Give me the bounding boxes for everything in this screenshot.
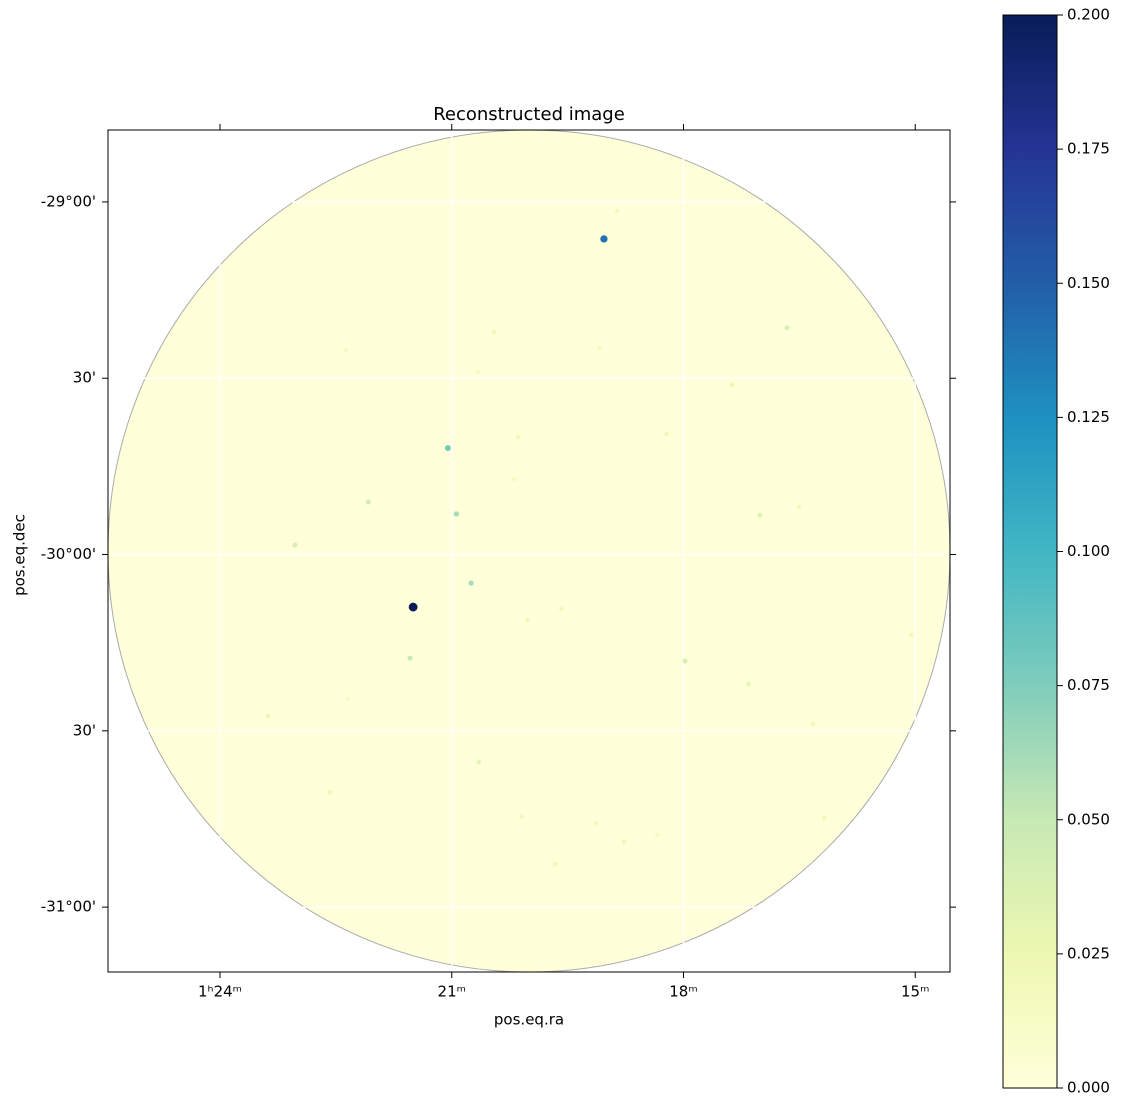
source (909, 633, 913, 637)
x-tick-label: 18ᵐ (669, 983, 697, 1001)
source (797, 505, 801, 509)
colorbar-tick-label: 0.200 (1067, 6, 1110, 24)
y-axis-label: pos.eq.dec (11, 514, 29, 596)
source (785, 325, 790, 330)
source (266, 714, 271, 719)
source (454, 511, 459, 516)
colorbar-tick-label: 0.150 (1067, 274, 1110, 292)
source (516, 435, 520, 439)
source (476, 760, 481, 765)
source (683, 659, 688, 664)
source (468, 580, 473, 585)
source (655, 833, 659, 837)
source (407, 656, 412, 661)
source (327, 790, 331, 794)
source (730, 383, 735, 388)
colorbar-tick-label: 0.075 (1067, 676, 1110, 694)
source (345, 697, 349, 701)
image-disc (108, 130, 950, 972)
y-tick-label: -29°00' (41, 192, 96, 210)
colorbar-tick-label: 0.000 (1067, 1079, 1110, 1097)
y-tick-label: 30' (73, 721, 96, 739)
source (525, 618, 529, 622)
source (492, 330, 496, 334)
source (811, 722, 815, 726)
source (344, 348, 348, 352)
source (553, 862, 557, 866)
y-tick-label: -30°00' (41, 545, 96, 563)
x-tick-label: 21ᵐ (438, 983, 466, 1001)
source (746, 682, 751, 687)
y-tick-label: -31°00' (41, 898, 96, 916)
source (600, 235, 607, 242)
colorbar-tick-label: 0.125 (1067, 408, 1110, 426)
source (758, 513, 763, 518)
colorbar-tick-label: 0.175 (1067, 140, 1110, 158)
x-tick-label: 1ʰ24ᵐ (198, 983, 242, 1001)
colorbar-tick-label: 0.050 (1067, 810, 1110, 828)
source (594, 821, 598, 825)
colorbar (1003, 15, 1057, 1088)
source (559, 607, 563, 611)
y-tick-label: 30' (73, 369, 96, 387)
source (519, 814, 523, 818)
colorbar-tick-label: 0.100 (1067, 542, 1110, 560)
source (409, 603, 418, 612)
source (664, 432, 668, 436)
chart-title: Reconstructed image (433, 104, 625, 125)
source (366, 499, 371, 504)
x-tick-label: 15ᵐ (901, 983, 929, 1001)
source (512, 477, 516, 481)
x-axis-label: pos.eq.ra (494, 1011, 564, 1029)
chart: Reconstructed image pos.eq.ra pos.eq.dec… (0, 0, 1123, 1100)
source (622, 840, 626, 844)
source (822, 816, 826, 820)
source (615, 209, 619, 213)
colorbar-tick-label: 0.025 (1067, 944, 1110, 962)
source (445, 445, 451, 451)
source (292, 543, 297, 548)
source (476, 370, 480, 374)
source (597, 346, 601, 350)
